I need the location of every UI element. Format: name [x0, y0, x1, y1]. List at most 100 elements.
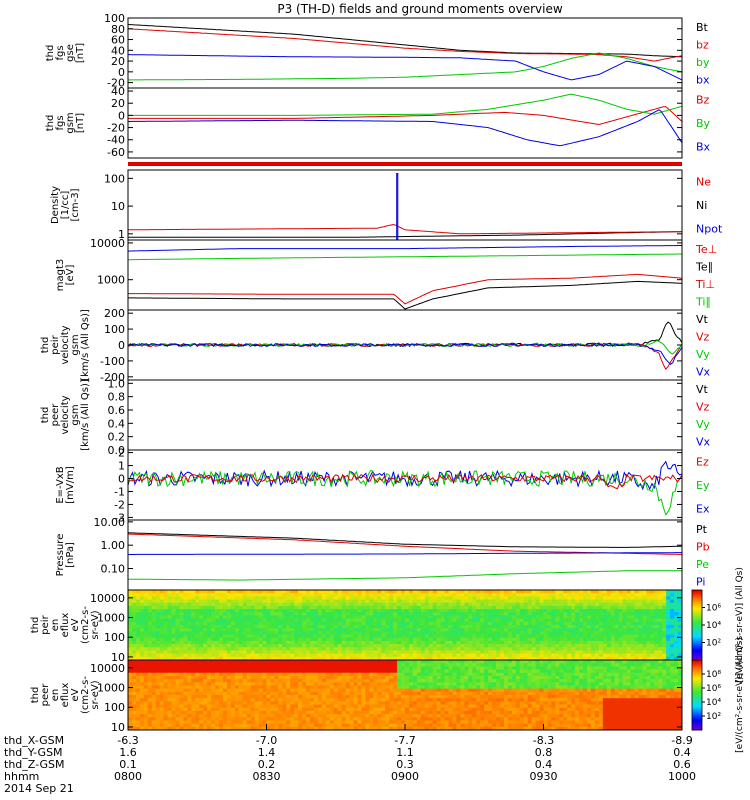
spectrogram-cell: [480, 621, 485, 626]
spectrogram-cell: [159, 615, 165, 620]
spectrogram-cell: [298, 669, 303, 674]
spectrogram-cell: [183, 675, 188, 680]
spectrogram-cell: [302, 707, 307, 712]
spectrogram-cell: [286, 688, 291, 693]
spectrogram-cell: [488, 640, 493, 645]
spectrogram-cell: [377, 618, 382, 623]
spectrogram-cell: [381, 682, 386, 686]
legend-vz: Vz: [696, 400, 710, 413]
spectrogram-cell: [365, 602, 370, 607]
spectrogram-cell: [555, 599, 560, 604]
spectrogram-cell: [654, 615, 659, 620]
spectrogram-cell: [155, 656, 161, 661]
spectrogram-cell: [167, 691, 173, 696]
spectrogram-cell: [571, 625, 576, 629]
spectrogram-cell: [128, 612, 133, 616]
spectrogram-cell: [567, 637, 572, 642]
spectrogram-cell: [650, 634, 655, 639]
spectrogram-cell: [270, 701, 275, 706]
spectrogram-cell: [203, 675, 208, 680]
spectrogram-cell: [444, 653, 450, 658]
spectrogram-cell: [523, 590, 529, 594]
spectrogram-cell: [246, 704, 252, 709]
spectrogram-cell: [187, 675, 192, 680]
spectrogram-cell: [551, 631, 556, 636]
spectrogram-cell: [543, 605, 548, 610]
spectrogram-cell: [507, 615, 513, 620]
spectrogram-cell: [171, 599, 176, 604]
spectrogram-cell: [171, 723, 176, 728]
spectrogram-cell: [401, 602, 406, 607]
spectrogram-cell: [630, 602, 636, 607]
spectrogram-cell: [238, 704, 244, 709]
spectrogram-cell: [171, 615, 176, 620]
spectrogram-cell: [333, 701, 339, 706]
spectrogram-cell: [492, 621, 497, 626]
spectrogram-cell: [408, 644, 414, 648]
spectrogram-cell: [159, 669, 165, 674]
spectrogram-cell: [654, 653, 659, 658]
spectrogram-cell: [456, 647, 461, 651]
spectrogram-cell: [559, 593, 564, 597]
spectrogram-cell: [405, 612, 410, 616]
spectrogram-cell: [242, 710, 248, 715]
spectrogram-cell: [306, 726, 311, 731]
spectrogram-cell: [381, 685, 386, 690]
spectrogram-cell: [353, 669, 359, 674]
spectrogram-cell: [195, 618, 200, 623]
spectrogram-cell: [317, 625, 323, 629]
spectrogram-cell: [325, 685, 331, 690]
spectrogram-cell: [575, 647, 580, 651]
spectrogram-cell: [349, 666, 355, 671]
spectrogram-cell: [270, 675, 275, 680]
spectrogram-cell: [345, 634, 351, 639]
spectrogram-cell: [306, 720, 311, 725]
spectrogram-cell: [377, 710, 382, 715]
spectrogram-cell: [412, 602, 418, 607]
spectrogram-cell: [183, 615, 188, 620]
spectrogram-cell: [373, 726, 378, 731]
spectrogram-cell: [143, 682, 149, 686]
legend-ni: Ni: [696, 199, 707, 212]
spectrogram-cell: [539, 647, 544, 651]
spectrogram-cell: [254, 596, 260, 601]
spectrogram-cell: [167, 625, 173, 629]
spectrogram-cell: [590, 656, 596, 661]
colorbar-segment: [692, 632, 702, 635]
spectrogram-cell: [298, 710, 303, 715]
spectrogram-cell: [472, 640, 477, 645]
spectrogram-cell: [547, 593, 552, 597]
spectrogram-cell: [662, 634, 667, 639]
spectrogram-cell: [401, 625, 406, 629]
spectrogram-cell: [543, 637, 548, 642]
spectrogram-cell: [452, 590, 457, 594]
spectrogram-cell: [147, 720, 153, 725]
spectrogram-cell: [361, 663, 366, 667]
chart-title: P3 (TH-D) fields and ground moments over…: [277, 2, 562, 16]
spectrogram-cell: [349, 675, 355, 680]
spectrogram-cell: [207, 609, 212, 613]
spectrogram-cell: [666, 628, 671, 632]
spectrogram-cell: [412, 695, 418, 699]
spectrogram-cell: [408, 609, 414, 613]
spectrogram-cell: [408, 593, 414, 597]
spectrogram-cell: [678, 644, 683, 648]
spectrogram-cell: [294, 593, 299, 597]
spectrogram-cell: [662, 602, 667, 607]
spectrogram-cell: [547, 615, 552, 620]
spectrogram-cell: [135, 634, 141, 639]
spectrogram-cell: [365, 688, 370, 693]
spectrogram-cell: [353, 723, 359, 728]
spectrogram-cell: [163, 615, 169, 620]
spectrogram-cell: [254, 650, 260, 655]
spectrogram-cell: [606, 644, 612, 648]
spectrogram-cell: [397, 650, 402, 655]
spectrogram-cell: [179, 726, 184, 731]
spectrogram-cell: [539, 637, 544, 642]
spectrogram-cell: [626, 650, 632, 655]
spectrogram-cell: [175, 663, 180, 667]
spectrogram-cell: [357, 618, 362, 623]
spectrogram-cell: [357, 714, 362, 718]
spectrogram-cell: [539, 602, 544, 607]
spectrogram-cell: [290, 640, 295, 645]
